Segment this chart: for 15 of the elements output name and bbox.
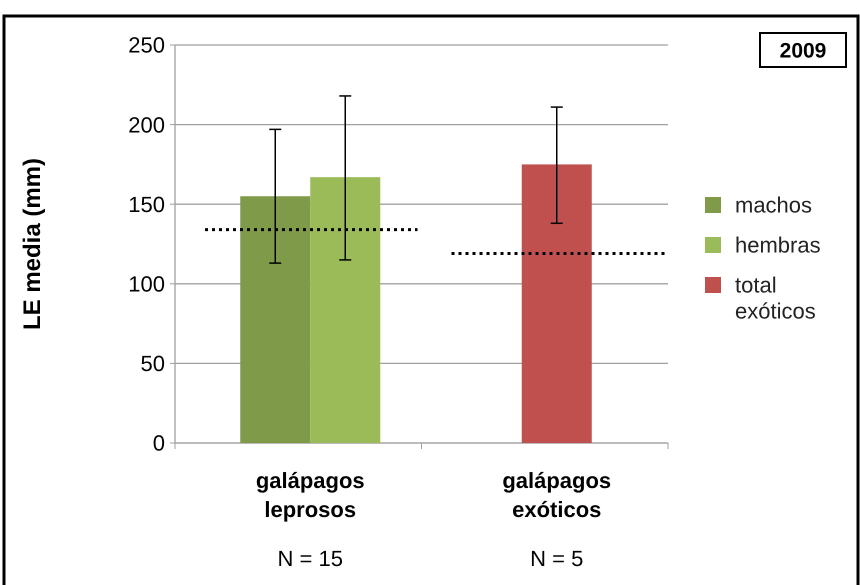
y-tick-label: 100 <box>128 272 165 296</box>
text: 2009 <box>780 39 826 62</box>
text: N = 15 <box>278 546 343 571</box>
y-tick-label: 250 <box>128 32 165 58</box>
legend-label: machos <box>735 192 812 218</box>
legend-label: total exóticos <box>735 272 816 324</box>
x-tick-label: galápagos leprosos <box>256 468 365 522</box>
y-tick-label: 200 <box>128 112 165 138</box>
text: N = 5 <box>530 546 584 571</box>
legend-label: hembras <box>735 232 821 258</box>
y-tick-label: 150 <box>128 192 165 217</box>
y-tick-label: 0 <box>152 430 165 456</box>
x-tick-label: galápagos exóticos <box>502 468 612 522</box>
y-tick-label: 50 <box>140 351 165 376</box>
y-axis-title: LE media (mm) <box>19 158 46 330</box>
